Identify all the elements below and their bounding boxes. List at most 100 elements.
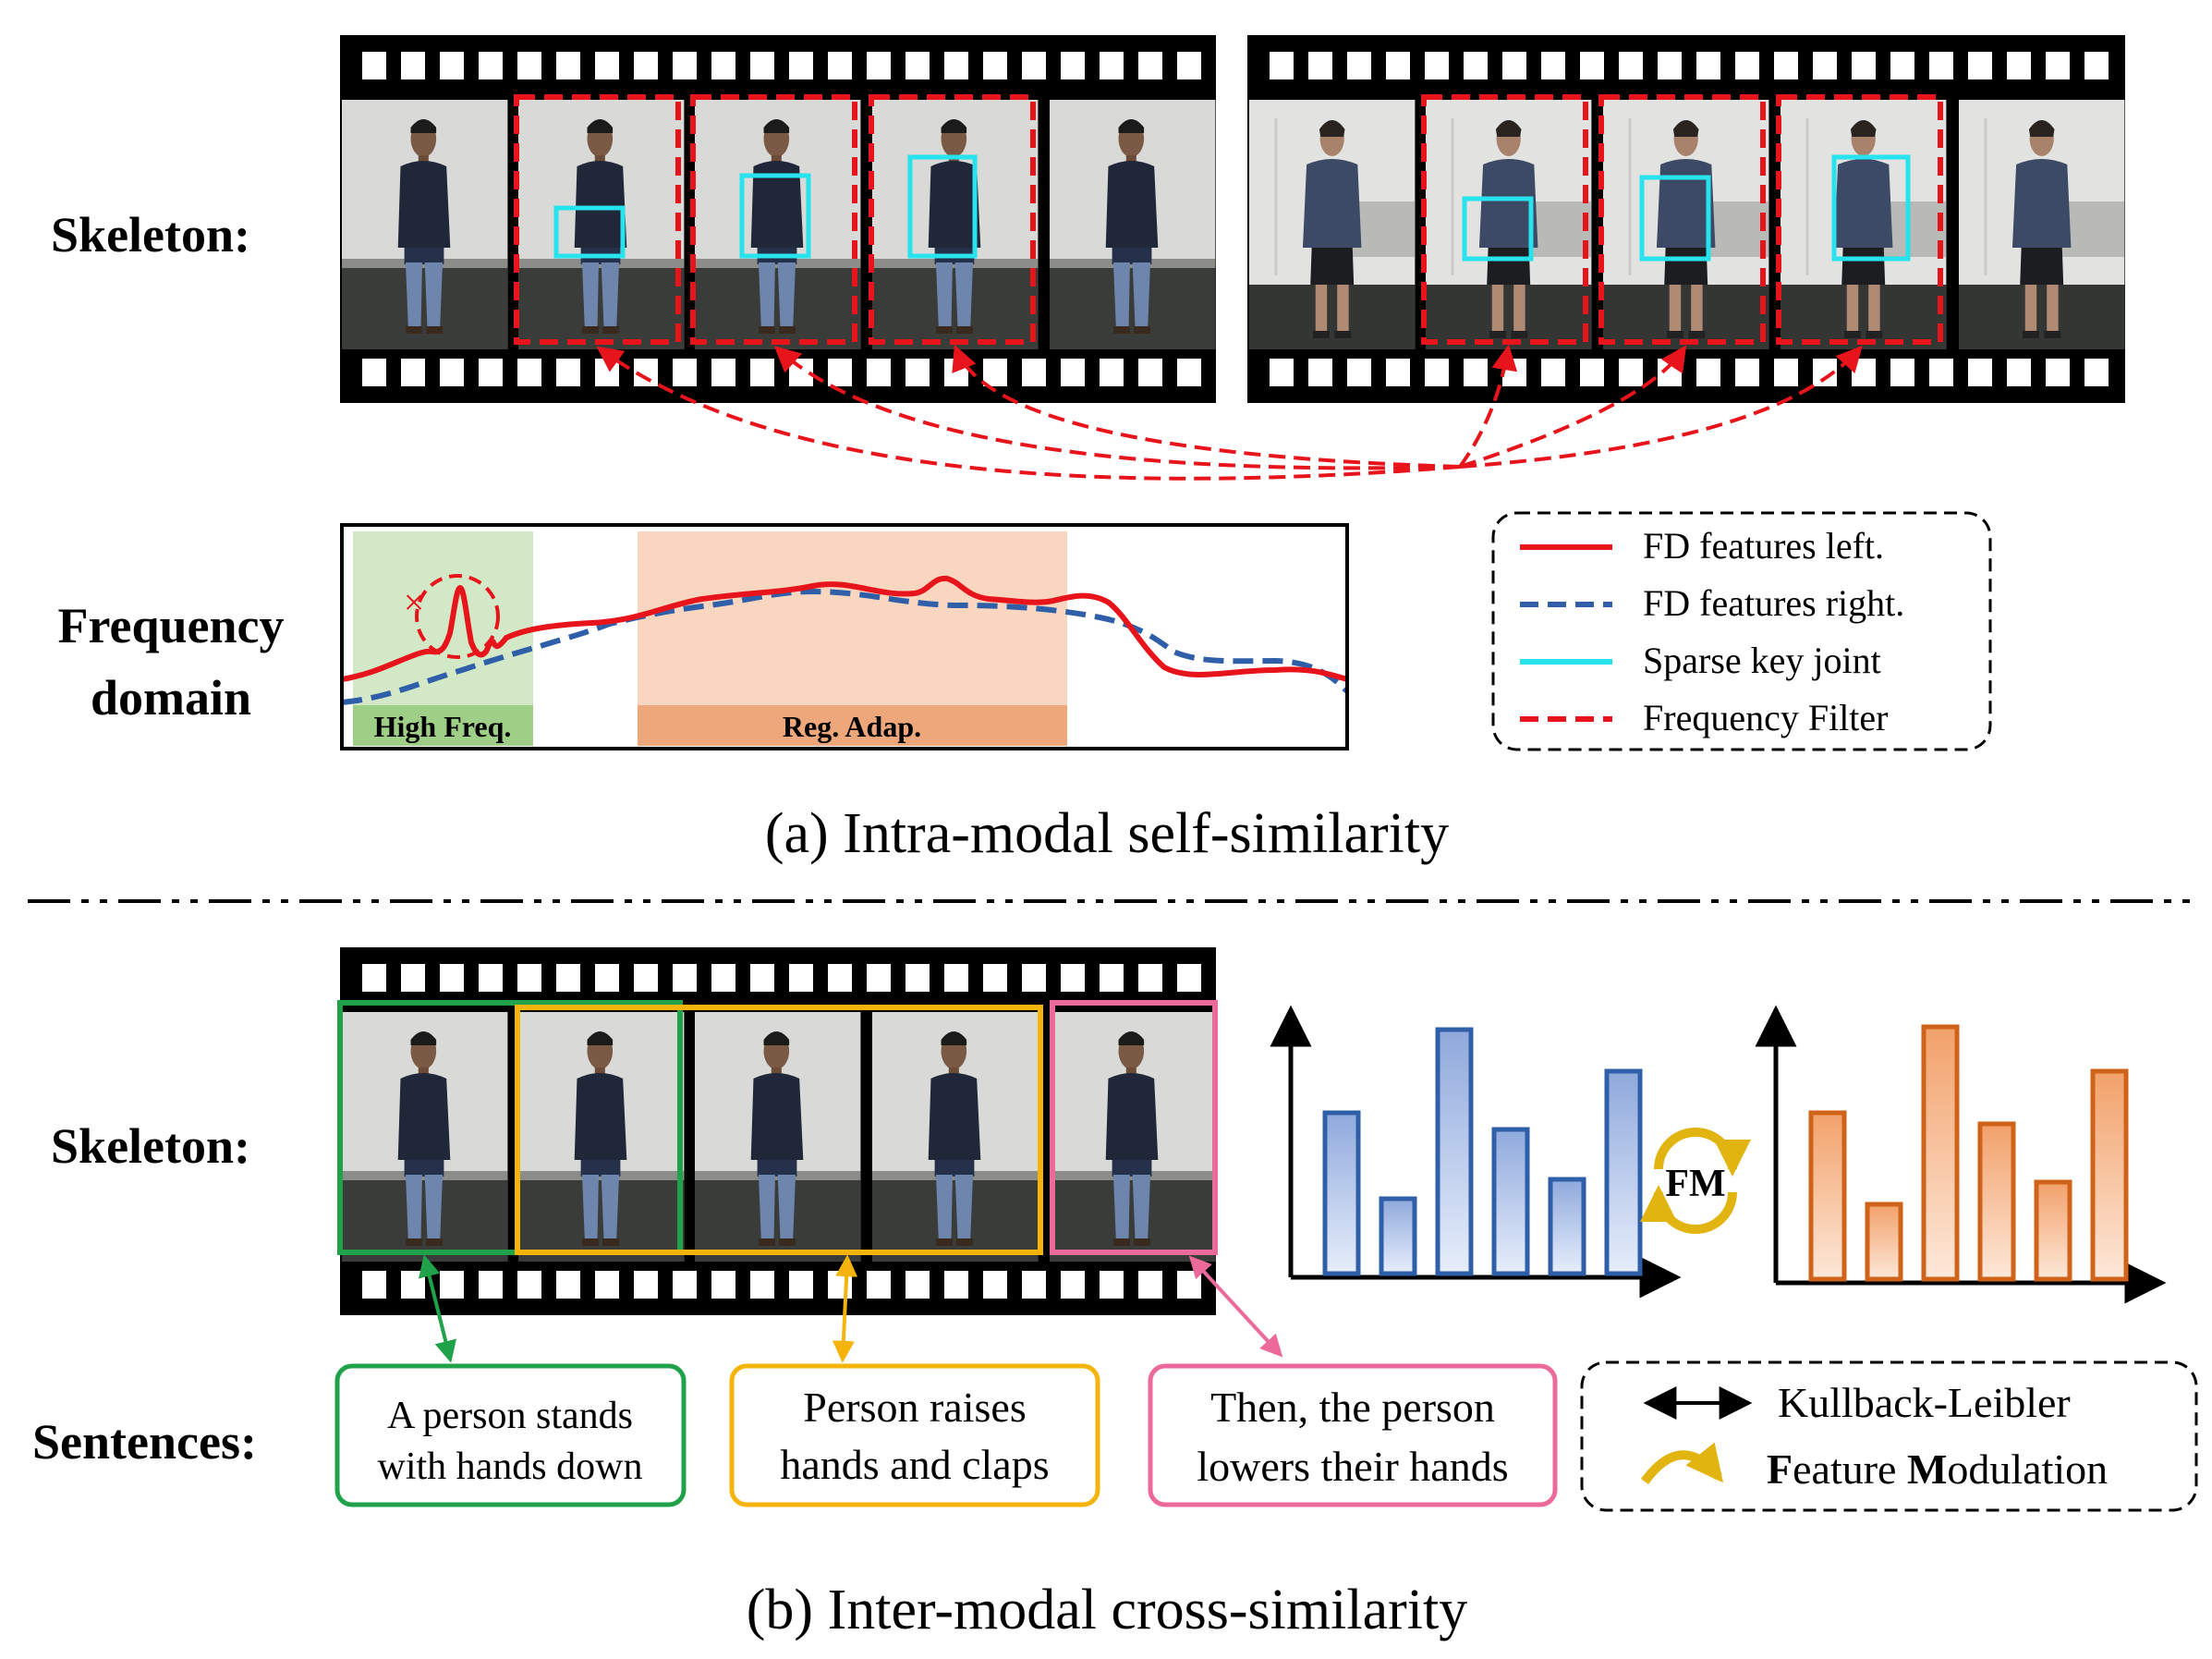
film-perforation [750, 52, 774, 79]
film-perforation [944, 52, 968, 79]
skeleton-frame [518, 100, 685, 349]
film-perforation [440, 359, 464, 386]
film-perforation [556, 964, 580, 992]
film-perforation [828, 52, 852, 79]
film-perforation [1138, 964, 1162, 992]
film-perforation [1308, 359, 1332, 386]
frequency-filter-box [514, 94, 681, 345]
film-perforation [2007, 359, 2031, 386]
distribution-bar [1977, 1121, 2016, 1282]
film-perforation [517, 359, 541, 386]
legend-b: Kullback-Leibler Feature Modulation [1580, 1360, 2198, 1512]
film-perforation [1852, 52, 1876, 79]
skeleton-frame [1249, 100, 1416, 349]
fd-features-right-curve [341, 588, 1350, 705]
film-perforation [479, 1271, 503, 1299]
film-perforation [673, 359, 697, 386]
legend-item-fm: Feature Modulation [1767, 1446, 2108, 1493]
film-perforation [789, 964, 813, 992]
film-perforation [1347, 52, 1371, 79]
distribution-bar [1379, 1196, 1417, 1276]
film-perforation [1774, 52, 1798, 79]
film-strip-left [340, 35, 1216, 403]
film-perforation [1138, 52, 1162, 79]
film-perforation [1619, 359, 1643, 386]
caption-b: (b) Inter-modal cross-similarity [747, 1579, 1467, 1641]
segment-box-standing [337, 1000, 683, 1255]
film-perforation [983, 1271, 1007, 1299]
film-perforation [711, 964, 735, 992]
regular-adaptation-band-label: Reg. Adap. [783, 710, 921, 743]
sentence-3-line2: lowers their hands [1197, 1443, 1508, 1490]
film-perforation [1890, 52, 1914, 79]
distribution-bar [1322, 1110, 1361, 1276]
film-perforation [711, 1271, 735, 1299]
film-perforation [1061, 359, 1085, 386]
film-perforation [673, 1271, 697, 1299]
film-perforations-top [362, 964, 1201, 992]
fd-features-left-curve [341, 575, 1348, 682]
segment-box-clapping [515, 1005, 1043, 1255]
frequency-filter-box [1598, 94, 1766, 345]
film-perforation [1464, 359, 1488, 386]
skeleton-frame [1603, 100, 1769, 349]
film-perforation [983, 964, 1007, 992]
film-perforation [905, 359, 930, 386]
film-perforation [905, 1271, 930, 1299]
skeleton-frame [1426, 100, 1592, 349]
sentences-label: Sentences: [32, 1414, 257, 1470]
film-perforation [944, 359, 968, 386]
film-perforation [789, 1271, 813, 1299]
frequency-filter-box [1776, 94, 1943, 345]
skeleton-frame [1959, 100, 2125, 349]
film-perforation [1022, 1271, 1046, 1299]
film-perforation [479, 964, 503, 992]
film-perforation [1890, 359, 1914, 386]
film-perforation [479, 52, 503, 79]
high-frequency-band-label-bg [353, 705, 533, 746]
regular-adaptation-band-label-bg [638, 705, 1067, 746]
film-perforation [750, 359, 774, 386]
film-perforation [401, 964, 425, 992]
film-perforation [673, 52, 697, 79]
film-perforation [401, 1271, 425, 1299]
film-perforation [1619, 52, 1643, 79]
film-perforation [944, 1271, 968, 1299]
film-perforation [1022, 359, 1046, 386]
film-perforation [828, 964, 852, 992]
frequency-filter-box [1421, 94, 1588, 345]
film-perforation [517, 52, 541, 79]
sparse-key-joint-box [907, 154, 978, 259]
legend-item-frequency-filter: Frequency Filter [1643, 697, 1889, 738]
film-strip-right [1247, 35, 2125, 403]
film-perforation [944, 964, 968, 992]
film-perforation [1100, 964, 1124, 992]
film-perforation [517, 964, 541, 992]
skeleton-frame [342, 1012, 508, 1262]
sentence-1-line2: with hands down [378, 1446, 643, 1488]
sentence-box-1: A person stands with hands down [334, 1363, 687, 1507]
skeleton-frame [872, 1012, 1039, 1262]
legend-fm-bold-f: F [1767, 1446, 1793, 1493]
film-perforation [711, 359, 735, 386]
high-frequency-filter-circle [415, 574, 500, 659]
film-perforation [2084, 359, 2109, 386]
film-perforation [1968, 52, 1992, 79]
fm-curved-arrow-icon [1640, 1442, 1724, 1485]
film-perforation [634, 1271, 658, 1299]
film-perforation [362, 1271, 386, 1299]
film-perforation [2084, 52, 2109, 79]
film-perforation [1386, 359, 1410, 386]
film-perforation [362, 964, 386, 992]
legend-item-fd-right: FD features right. [1643, 582, 1904, 624]
film-perforations-top [362, 52, 1201, 79]
film-perforations-top [1270, 52, 2109, 79]
film-perforation [1100, 1271, 1124, 1299]
film-perforation [1177, 52, 1201, 79]
film-perforation [595, 964, 619, 992]
film-perforation [1774, 359, 1798, 386]
distribution-bar [1865, 1202, 1903, 1282]
film-perforation [905, 52, 930, 79]
film-perforation [440, 52, 464, 79]
